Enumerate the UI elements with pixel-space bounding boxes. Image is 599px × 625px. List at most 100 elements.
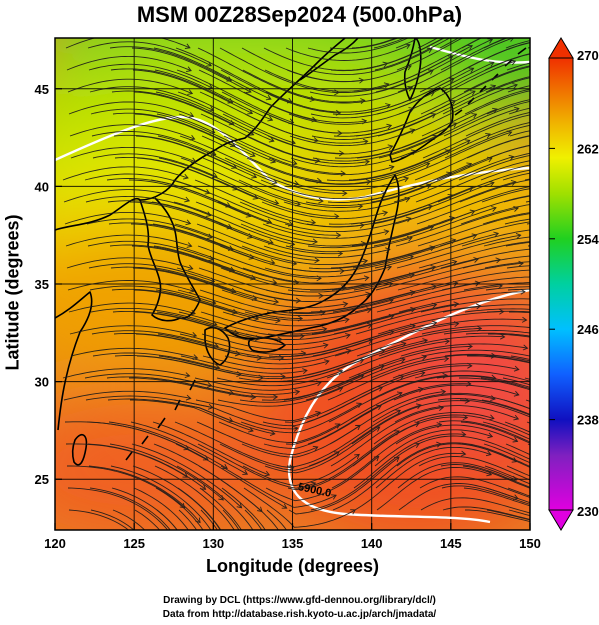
streamline [219, 47, 339, 94]
streamline [195, 399, 321, 422]
streamline-arrowhead [533, 354, 538, 359]
streamline-arrowhead [363, 275, 370, 282]
streamline-arrowhead [533, 170, 538, 175]
streamline [175, 47, 293, 103]
streamline-arrowhead [340, 170, 346, 177]
streamline-arrowhead [534, 142, 539, 147]
streamline-arrowhead [265, 531, 270, 536]
streamline [350, 383, 471, 423]
streamline-arrowhead [532, 416, 537, 421]
streamline [198, 69, 317, 121]
streamline-arrowhead [488, 61, 495, 67]
streamline-arrowhead [273, 298, 280, 305]
streamline [221, 487, 266, 530]
streamline [63, 189, 190, 203]
streamline [394, 181, 516, 225]
streamline-arrowhead [311, 116, 318, 123]
streamline [202, 157, 323, 202]
streamline [510, 152, 530, 159]
streamline [502, 172, 530, 181]
streamline [242, 454, 360, 487]
streamline-arrowhead [310, 219, 317, 226]
streamline [356, 327, 482, 357]
streamline-arrowhead [531, 45, 536, 50]
streamline-arrowhead [532, 37, 537, 42]
streamline-arrowhead [230, 287, 237, 294]
streamline [465, 509, 530, 523]
streamline-arrowhead [532, 67, 537, 72]
streamline-arrowhead [490, 395, 496, 402]
streamline-arrowhead [510, 59, 517, 66]
streamline [64, 211, 191, 225]
streamline-arrowhead [160, 531, 165, 536]
streamline [111, 90, 234, 125]
streamline [463, 282, 530, 291]
streamline [285, 237, 413, 253]
streamline [265, 91, 391, 113]
streamline [352, 38, 445, 71]
streamline [90, 307, 218, 326]
streamline-arrowhead [531, 387, 536, 392]
streamline-arrowhead [513, 106, 520, 113]
streamline-arrowhead [534, 488, 539, 493]
streamline [220, 465, 337, 508]
streamline-arrowhead [250, 394, 257, 401]
streamline [223, 333, 351, 346]
streamline [510, 355, 530, 360]
streamline [484, 53, 530, 71]
streamline [507, 85, 530, 93]
colorbar-tick-label: 246 [577, 322, 599, 337]
streamline-arrowhead [533, 253, 538, 258]
streamline [463, 487, 530, 507]
streamline [486, 99, 530, 115]
streamline-arrowhead [533, 239, 538, 244]
streamline-arrowhead [376, 404, 382, 411]
streamline [199, 289, 325, 314]
streamline [355, 90, 476, 137]
streamline-arrowhead [533, 310, 538, 315]
streamline-arrowhead [168, 532, 173, 537]
streamline [287, 273, 415, 293]
streamline [486, 509, 530, 521]
streamline [224, 349, 351, 365]
streamline [442, 506, 530, 520]
streamline-arrowhead [533, 384, 538, 389]
streamline-arrowhead [534, 503, 539, 508]
streamline-arrowhead [531, 413, 536, 418]
streamline [374, 38, 451, 71]
streamline-arrowhead [533, 60, 538, 65]
streamline-arrowhead [185, 394, 192, 401]
streamline [333, 303, 459, 335]
streamline-arrowhead [533, 198, 538, 203]
streamline [461, 38, 483, 49]
streamline-arrowhead [289, 240, 296, 247]
streamline [305, 356, 427, 401]
streamline-arrowhead [281, 503, 288, 509]
streamline [331, 261, 457, 291]
streamline-arrowhead [188, 287, 195, 293]
streamline [330, 217, 455, 247]
streamline [329, 38, 399, 50]
streamline-arrowhead [388, 164, 395, 171]
streamline-arrowhead [533, 496, 538, 501]
streamline [202, 355, 330, 370]
streamline [393, 384, 519, 401]
streamline-arrowhead [489, 31, 494, 36]
streamline [134, 113, 256, 157]
streamline [108, 421, 228, 469]
streamline-arrowhead [531, 105, 536, 110]
streamline-arrowhead [234, 533, 239, 538]
streamline [67, 465, 185, 509]
streamline-arrowhead [266, 218, 273, 225]
streamline-arrowhead [492, 107, 498, 114]
streamline [440, 464, 530, 488]
streamline [461, 229, 530, 247]
streamline-arrowhead [387, 144, 394, 151]
streamline-arrowhead [533, 39, 538, 44]
streamline [462, 465, 530, 489]
streamline [397, 262, 524, 291]
streamline [334, 323, 459, 357]
streamline [177, 289, 303, 319]
streamline [461, 443, 530, 468]
streamline [418, 456, 530, 481]
